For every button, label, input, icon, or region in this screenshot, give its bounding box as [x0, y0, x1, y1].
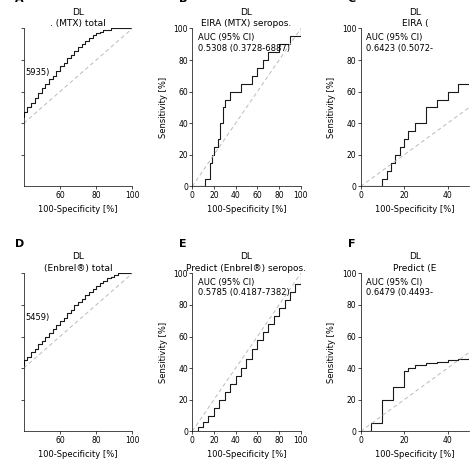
X-axis label: 100-Specificity [%]: 100-Specificity [%]	[38, 205, 118, 214]
X-axis label: 100-Specificity [%]: 100-Specificity [%]	[375, 450, 455, 459]
X-axis label: 100-Specificity [%]: 100-Specificity [%]	[207, 450, 286, 459]
Text: AUC (95% CI)
0.5785 (0.4187-7382): AUC (95% CI) 0.5785 (0.4187-7382)	[198, 278, 289, 298]
Text: 5459): 5459)	[26, 313, 50, 322]
Title: DL
Predict (Enbrel®) seropos.: DL Predict (Enbrel®) seropos.	[186, 253, 307, 273]
Title: DL
. (MTX) total: DL . (MTX) total	[50, 8, 106, 27]
Text: D: D	[15, 238, 24, 248]
Text: AUC (95% CI)
0.6479 (0.4493-: AUC (95% CI) 0.6479 (0.4493-	[366, 278, 433, 298]
Text: A: A	[15, 0, 24, 4]
Text: B: B	[179, 0, 188, 4]
X-axis label: 100-Specificity [%]: 100-Specificity [%]	[207, 205, 286, 214]
Y-axis label: Sensitivity [%]: Sensitivity [%]	[159, 322, 168, 383]
Title: DL
(Enbrel®) total: DL (Enbrel®) total	[44, 253, 112, 273]
Y-axis label: Sensitivity [%]: Sensitivity [%]	[328, 77, 337, 138]
Title: DL
EIRA (: DL EIRA (	[401, 8, 428, 27]
Text: F: F	[347, 238, 355, 248]
Text: AUC (95% CI)
0.5308 (0.3728-6887): AUC (95% CI) 0.5308 (0.3728-6887)	[198, 33, 290, 53]
X-axis label: 100-Specificity [%]: 100-Specificity [%]	[375, 205, 455, 214]
Y-axis label: Sensitivity [%]: Sensitivity [%]	[159, 77, 168, 138]
Text: 5935): 5935)	[26, 68, 50, 77]
Text: E: E	[179, 238, 187, 248]
Title: DL
EIRA (MTX) seropos.: DL EIRA (MTX) seropos.	[201, 8, 292, 27]
Title: DL
Predict (E: DL Predict (E	[393, 253, 437, 273]
Y-axis label: Sensitivity [%]: Sensitivity [%]	[328, 322, 337, 383]
Text: AUC (95% CI)
0.6423 (0.5072-: AUC (95% CI) 0.6423 (0.5072-	[366, 33, 433, 53]
X-axis label: 100-Specificity [%]: 100-Specificity [%]	[38, 450, 118, 459]
Text: C: C	[347, 0, 356, 4]
